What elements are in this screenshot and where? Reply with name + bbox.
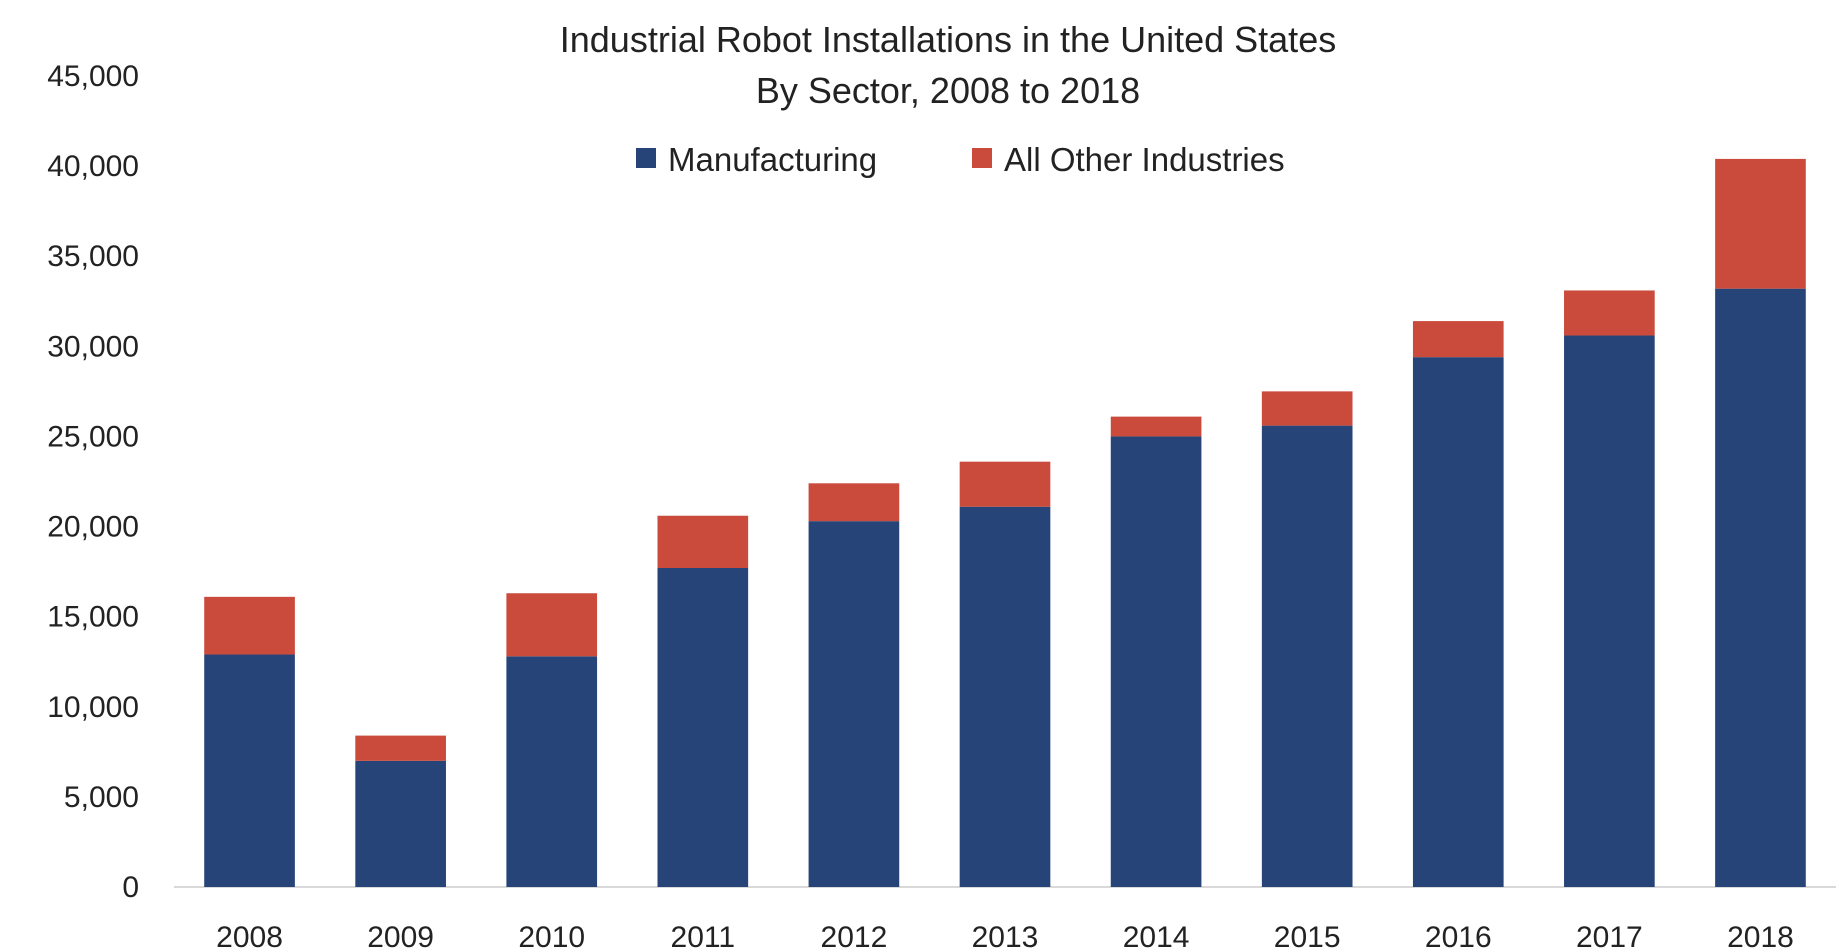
legend-swatch-all-other-industries [972,148,992,168]
bar-segment-manufacturing [506,656,598,887]
bar-segment-all-other-industries [506,593,598,657]
y-tick-label: 20,000 [47,511,139,544]
bar-segment-manufacturing [355,760,446,887]
chart-title: Industrial Robot Installations in the Un… [560,19,1336,60]
y-axis-tick-labels: 0 5,000 10,000 15,000 20,000 25,000 30,000 35,0… [47,60,139,904]
x-tick-label: 2017 [1576,921,1643,948]
x-tick-label: 2014 [1123,921,1190,948]
bar-segment-all-other-industries [1261,391,1353,426]
y-tick-label: 35,000 [47,240,139,273]
bar-segment-manufacturing [1715,288,1806,887]
bar-segment-manufacturing [959,506,1051,887]
bar-segment-all-other-industries [1715,158,1806,289]
bar-segment-all-other-industries [1564,290,1655,336]
y-tick-label: 40,000 [47,150,139,183]
bar-segment-manufacturing [1412,357,1504,887]
bar-segment-manufacturing [1261,425,1353,887]
x-tick-label: 2009 [367,921,434,948]
y-tick-label: 30,000 [47,330,139,363]
bar-segment-manufacturing [1564,335,1655,887]
bar-segment-all-other-industries [1412,321,1504,358]
legend: Manufacturing All Other Industries [636,141,1285,178]
y-tick-label: 0 [122,871,139,904]
bar-segment-all-other-industries [1110,416,1202,437]
legend-label-all-other-industries: All Other Industries [1004,141,1285,178]
x-tick-label: 2016 [1425,921,1492,948]
y-tick-label: 15,000 [47,601,139,634]
x-tick-label: 2008 [216,921,283,948]
x-tick-label: 2012 [821,921,888,948]
bar-segment-all-other-industries [657,515,749,569]
bar-segment-manufacturing [808,521,900,887]
y-tick-label: 45,000 [47,60,139,93]
x-axis-tick-labels: 2008 2009 2010 2011 2012 2013 2014 2015 2016 2017… [216,921,1794,948]
y-tick-label: 5,000 [64,781,139,814]
chart-subtitle: By Sector, 2008 to 2018 [756,70,1140,111]
x-tick-label: 2011 [671,921,736,948]
x-tick-label: 2015 [1274,921,1341,948]
legend-label-manufacturing: Manufacturing [668,141,877,178]
x-tick-label: 2018 [1727,921,1794,948]
x-tick-label: 2010 [518,921,585,948]
bar-segment-all-other-industries [959,461,1051,507]
bar-segment-manufacturing [1110,436,1202,887]
bar-segment-all-other-industries [355,735,446,761]
x-tick-label: 2013 [972,921,1039,948]
bar-segment-manufacturing [204,654,295,887]
bar-segment-all-other-industries [808,483,900,522]
bar-segment-all-other-industries [204,596,295,655]
bars [204,158,1806,887]
y-tick-label: 25,000 [47,420,139,453]
bar-segment-manufacturing [657,568,749,887]
y-tick-label: 10,000 [47,691,139,724]
legend-swatch-manufacturing [636,148,656,168]
